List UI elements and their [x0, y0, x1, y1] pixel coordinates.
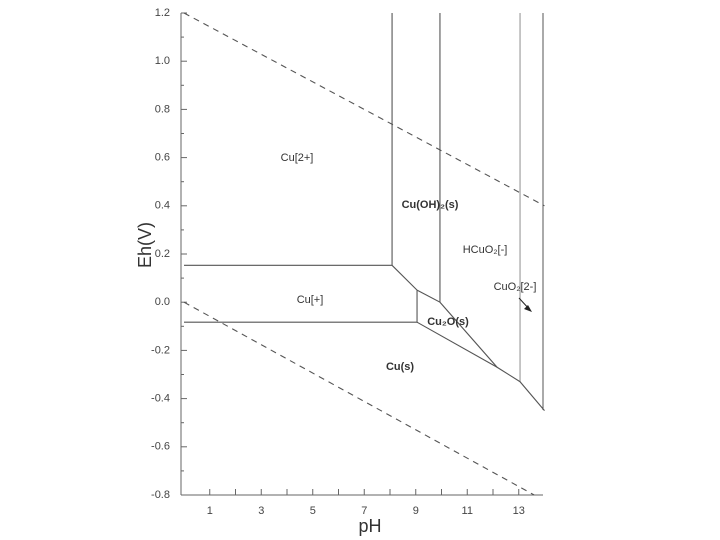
- y-tick-label: 0.0: [155, 296, 170, 308]
- y-axis-title: Eh(V): [135, 222, 155, 268]
- region-label: Cu(OH)₂(s): [402, 199, 459, 211]
- x-tick-label: 1: [207, 505, 213, 517]
- y-tick-label: 0.2: [155, 248, 170, 260]
- x-tick-label: 5: [310, 505, 316, 517]
- region-label: Cu[2+]: [281, 152, 314, 164]
- boundary-line: [416, 321, 498, 368]
- y-tick-label: 1.2: [155, 7, 170, 19]
- boundary-line: [184, 264, 418, 291]
- y-tick-label: -0.4: [151, 393, 170, 405]
- region-label: Cu[+]: [297, 294, 324, 306]
- x-tick-label: 9: [413, 505, 419, 517]
- x-axis-title: pH: [358, 516, 381, 536]
- x-tick-label: 7: [361, 505, 367, 517]
- y-tick-label: -0.6: [151, 441, 170, 453]
- water-line: [183, 301, 535, 496]
- region-label: Cu(s): [386, 361, 414, 373]
- y-tick-label: 1.0: [155, 55, 170, 67]
- x-tick-label: 13: [513, 505, 525, 517]
- water-line: [183, 12, 545, 207]
- y-tick-label: 0.8: [155, 103, 170, 115]
- x-tick-label: 11: [462, 505, 473, 517]
- region-label: Cu₂O(s): [427, 316, 469, 328]
- y-tick-label: 0.6: [155, 152, 170, 164]
- region-label: CuO₂[2-]: [494, 281, 537, 293]
- y-tick-label: -0.2: [151, 344, 170, 356]
- y-tick-label: -0.8: [151, 489, 170, 501]
- y-tick-label: 0.4: [155, 200, 170, 212]
- arrow-head: [524, 305, 532, 312]
- x-tick-label: 3: [258, 505, 264, 517]
- region-label: HCuO₂[-]: [463, 244, 508, 256]
